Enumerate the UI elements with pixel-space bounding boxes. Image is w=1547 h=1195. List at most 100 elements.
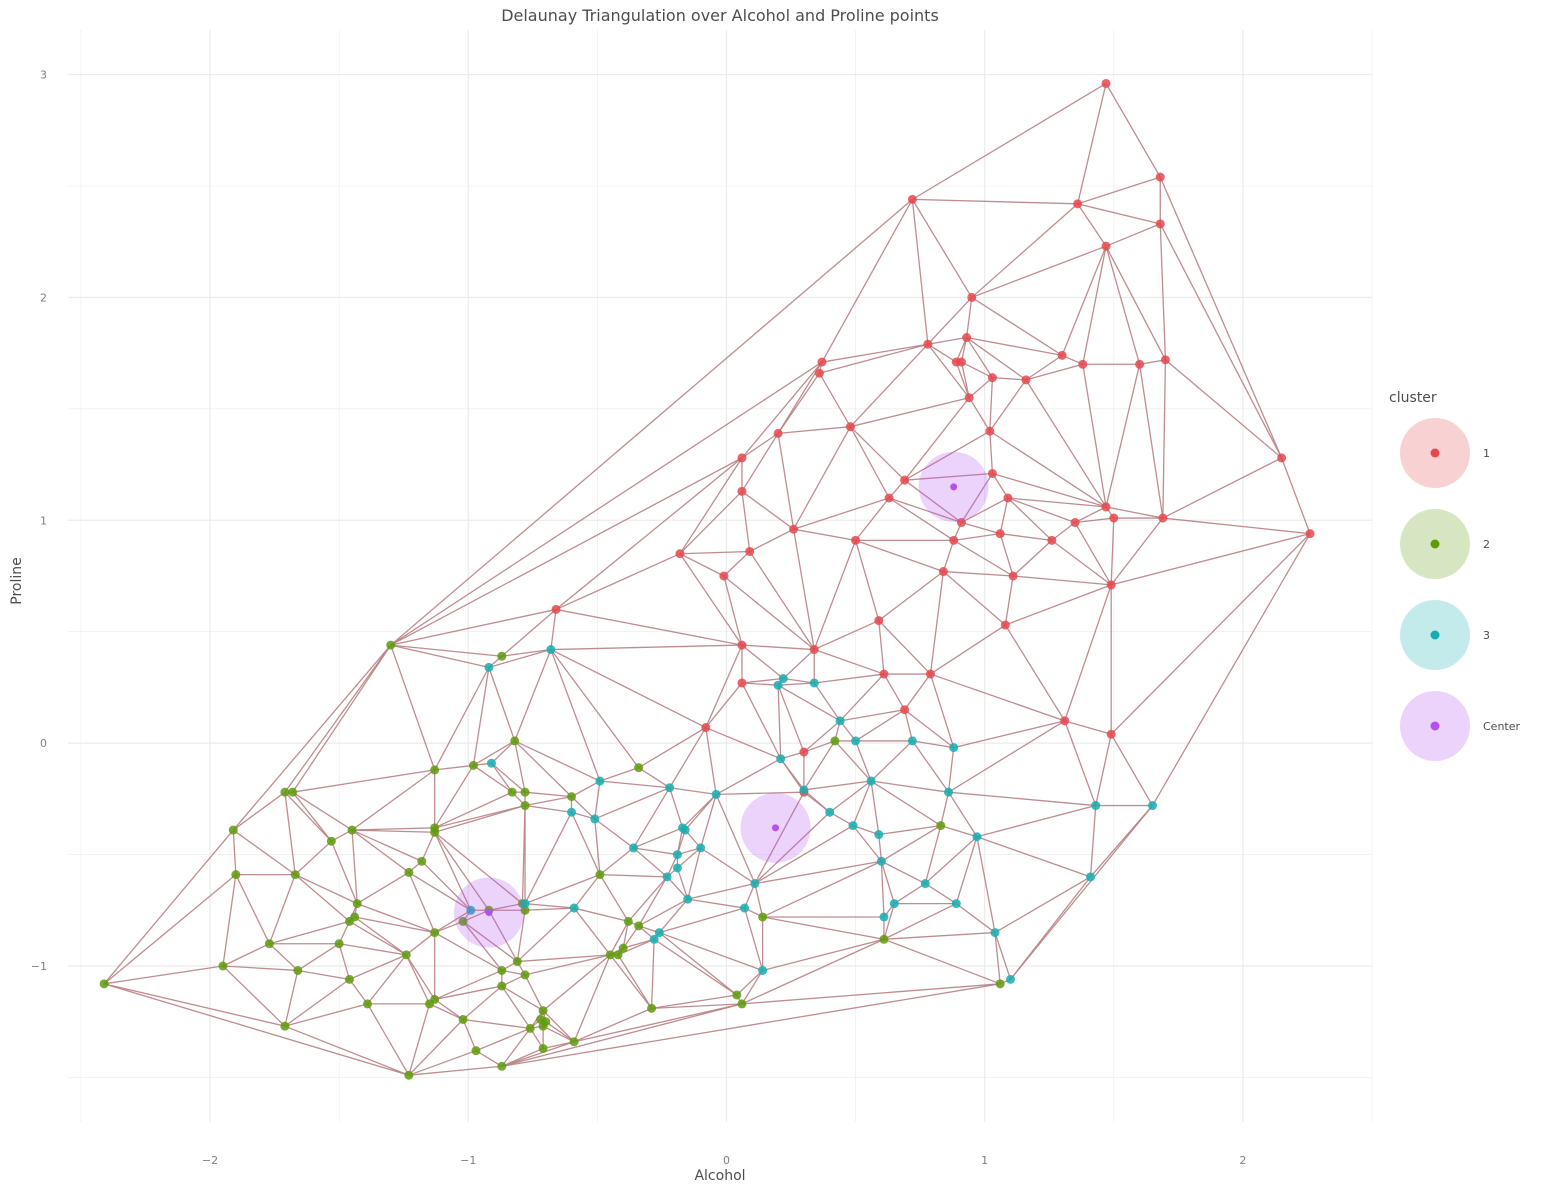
triangulation-edge: [434, 831, 490, 911]
triangulation-edge: [356, 902, 435, 934]
triangulation-edge: [1111, 533, 1311, 586]
triangulation-edge: [594, 818, 634, 849]
y-tick-label: 0: [40, 737, 47, 750]
data-point-cluster-1: [923, 339, 933, 349]
triangulation-edge: [976, 836, 1091, 878]
triangulation-edge: [599, 874, 629, 922]
triangulation-edge: [542, 1010, 575, 1043]
triangulation-edge: [627, 876, 668, 922]
triangulation-edge: [594, 818, 601, 875]
triangulation-edge: [338, 943, 351, 980]
triangulation-edge: [1151, 533, 1311, 806]
data-point-cluster-2: [936, 821, 946, 831]
triangulation-edge: [912, 198, 1078, 205]
data-point-cluster-3: [595, 776, 605, 786]
triangulation-edge: [976, 804, 1096, 838]
data-point-cluster-2: [538, 1021, 548, 1031]
data-point-cluster-1: [1070, 518, 1080, 528]
triangulation-edge: [940, 792, 950, 826]
triangulation-edge: [852, 780, 872, 826]
legend-swatch-point: [1430, 539, 1440, 549]
triangulation-edge: [232, 791, 286, 831]
data-point-cluster-2: [538, 1006, 548, 1016]
triangulation-edge: [473, 764, 513, 793]
data-point-cluster-2: [634, 763, 644, 773]
triangulation-edge: [638, 898, 689, 927]
triangulation-edge: [434, 909, 472, 934]
triangulation-edge: [348, 978, 369, 1005]
triangulation-edge: [408, 1065, 502, 1076]
data-point-cluster-3: [835, 716, 845, 726]
triangulation-edge: [1110, 517, 1164, 586]
triangulation-edge: [888, 497, 955, 541]
triangulation-edge: [434, 932, 503, 972]
triangulation-edge: [1013, 575, 1112, 586]
triangulation-edge: [999, 497, 1009, 534]
triangulation-edge: [705, 644, 743, 728]
triangulation-edge: [1110, 733, 1154, 806]
legend-item-Center: Center: [1400, 691, 1521, 761]
triangulation-edge: [354, 916, 407, 956]
triangulation-edge: [473, 740, 516, 766]
triangulation-edge: [741, 491, 751, 552]
data-point-cluster-1: [1101, 78, 1111, 88]
triangulation-edge: [741, 644, 784, 680]
triangulation-edge: [594, 787, 670, 820]
data-point-cluster-1: [985, 426, 995, 436]
triangulation-edge: [989, 377, 994, 432]
x-axis-label: Alcohol: [694, 1168, 745, 1184]
triangulation-edge: [594, 780, 601, 820]
triangulation-edge: [390, 361, 823, 646]
triangulation-edge: [651, 994, 737, 1009]
triangulation-edge: [351, 829, 410, 873]
triangulation-edge: [777, 684, 805, 753]
data-point-cluster-1: [737, 486, 747, 496]
data-point-cluster-2: [830, 736, 840, 746]
triangulation-edge: [723, 551, 751, 577]
triangulation-edge: [749, 551, 815, 650]
triangulation-edge: [501, 985, 544, 1012]
triangulation-edge: [284, 978, 350, 1027]
data-point-cluster-2: [758, 912, 768, 922]
triangulation-edge: [777, 684, 841, 722]
data-point-cluster-3: [778, 674, 788, 684]
triangulation-edge: [292, 769, 435, 793]
data-point-cluster-3: [848, 821, 858, 831]
triangulation-edge: [434, 969, 503, 1001]
data-point-cluster-1: [737, 640, 747, 650]
data-point-cluster-1: [737, 453, 747, 463]
data-point-cluster-2: [618, 943, 628, 953]
data-point-cluster-1: [1057, 350, 1067, 360]
triangulation-edge: [754, 791, 805, 884]
triangulation-edge: [960, 361, 970, 398]
triangulation-edge: [687, 847, 702, 900]
data-point-cluster-1: [1078, 359, 1088, 369]
triangulation-edge: [434, 791, 513, 829]
data-point-cluster-2: [520, 970, 530, 980]
triangulation-edge: [599, 767, 639, 782]
data-point-cluster-3: [683, 894, 693, 904]
data-point-cluster-3: [1005, 974, 1015, 984]
triangulation-edge: [269, 920, 350, 945]
triangulation-edge: [940, 824, 978, 838]
data-point-cluster-2: [264, 939, 274, 949]
triangulation-edge: [421, 860, 472, 911]
triangulation-edge: [1007, 497, 1053, 541]
triangulation-edge: [555, 608, 743, 646]
triangulation-edge: [408, 1003, 431, 1076]
triangulation-edge: [349, 920, 407, 956]
triangulation-edge: [622, 938, 655, 949]
triangulation-edge: [741, 970, 764, 1005]
triangulation-edge: [356, 871, 410, 905]
triangulation-edge: [948, 791, 1096, 807]
data-point-cluster-1: [949, 535, 959, 545]
triangulation-edge: [813, 619, 880, 651]
triangulation-edge: [880, 861, 895, 904]
triangulation-edge: [429, 1003, 464, 1021]
data-point-cluster-3: [907, 736, 917, 746]
triangulation-edge: [472, 667, 490, 766]
triangulation-edge: [514, 649, 552, 742]
data-point-cluster-3: [662, 872, 672, 882]
triangulation-edge: [232, 830, 237, 875]
triangulation-edge: [352, 829, 435, 833]
